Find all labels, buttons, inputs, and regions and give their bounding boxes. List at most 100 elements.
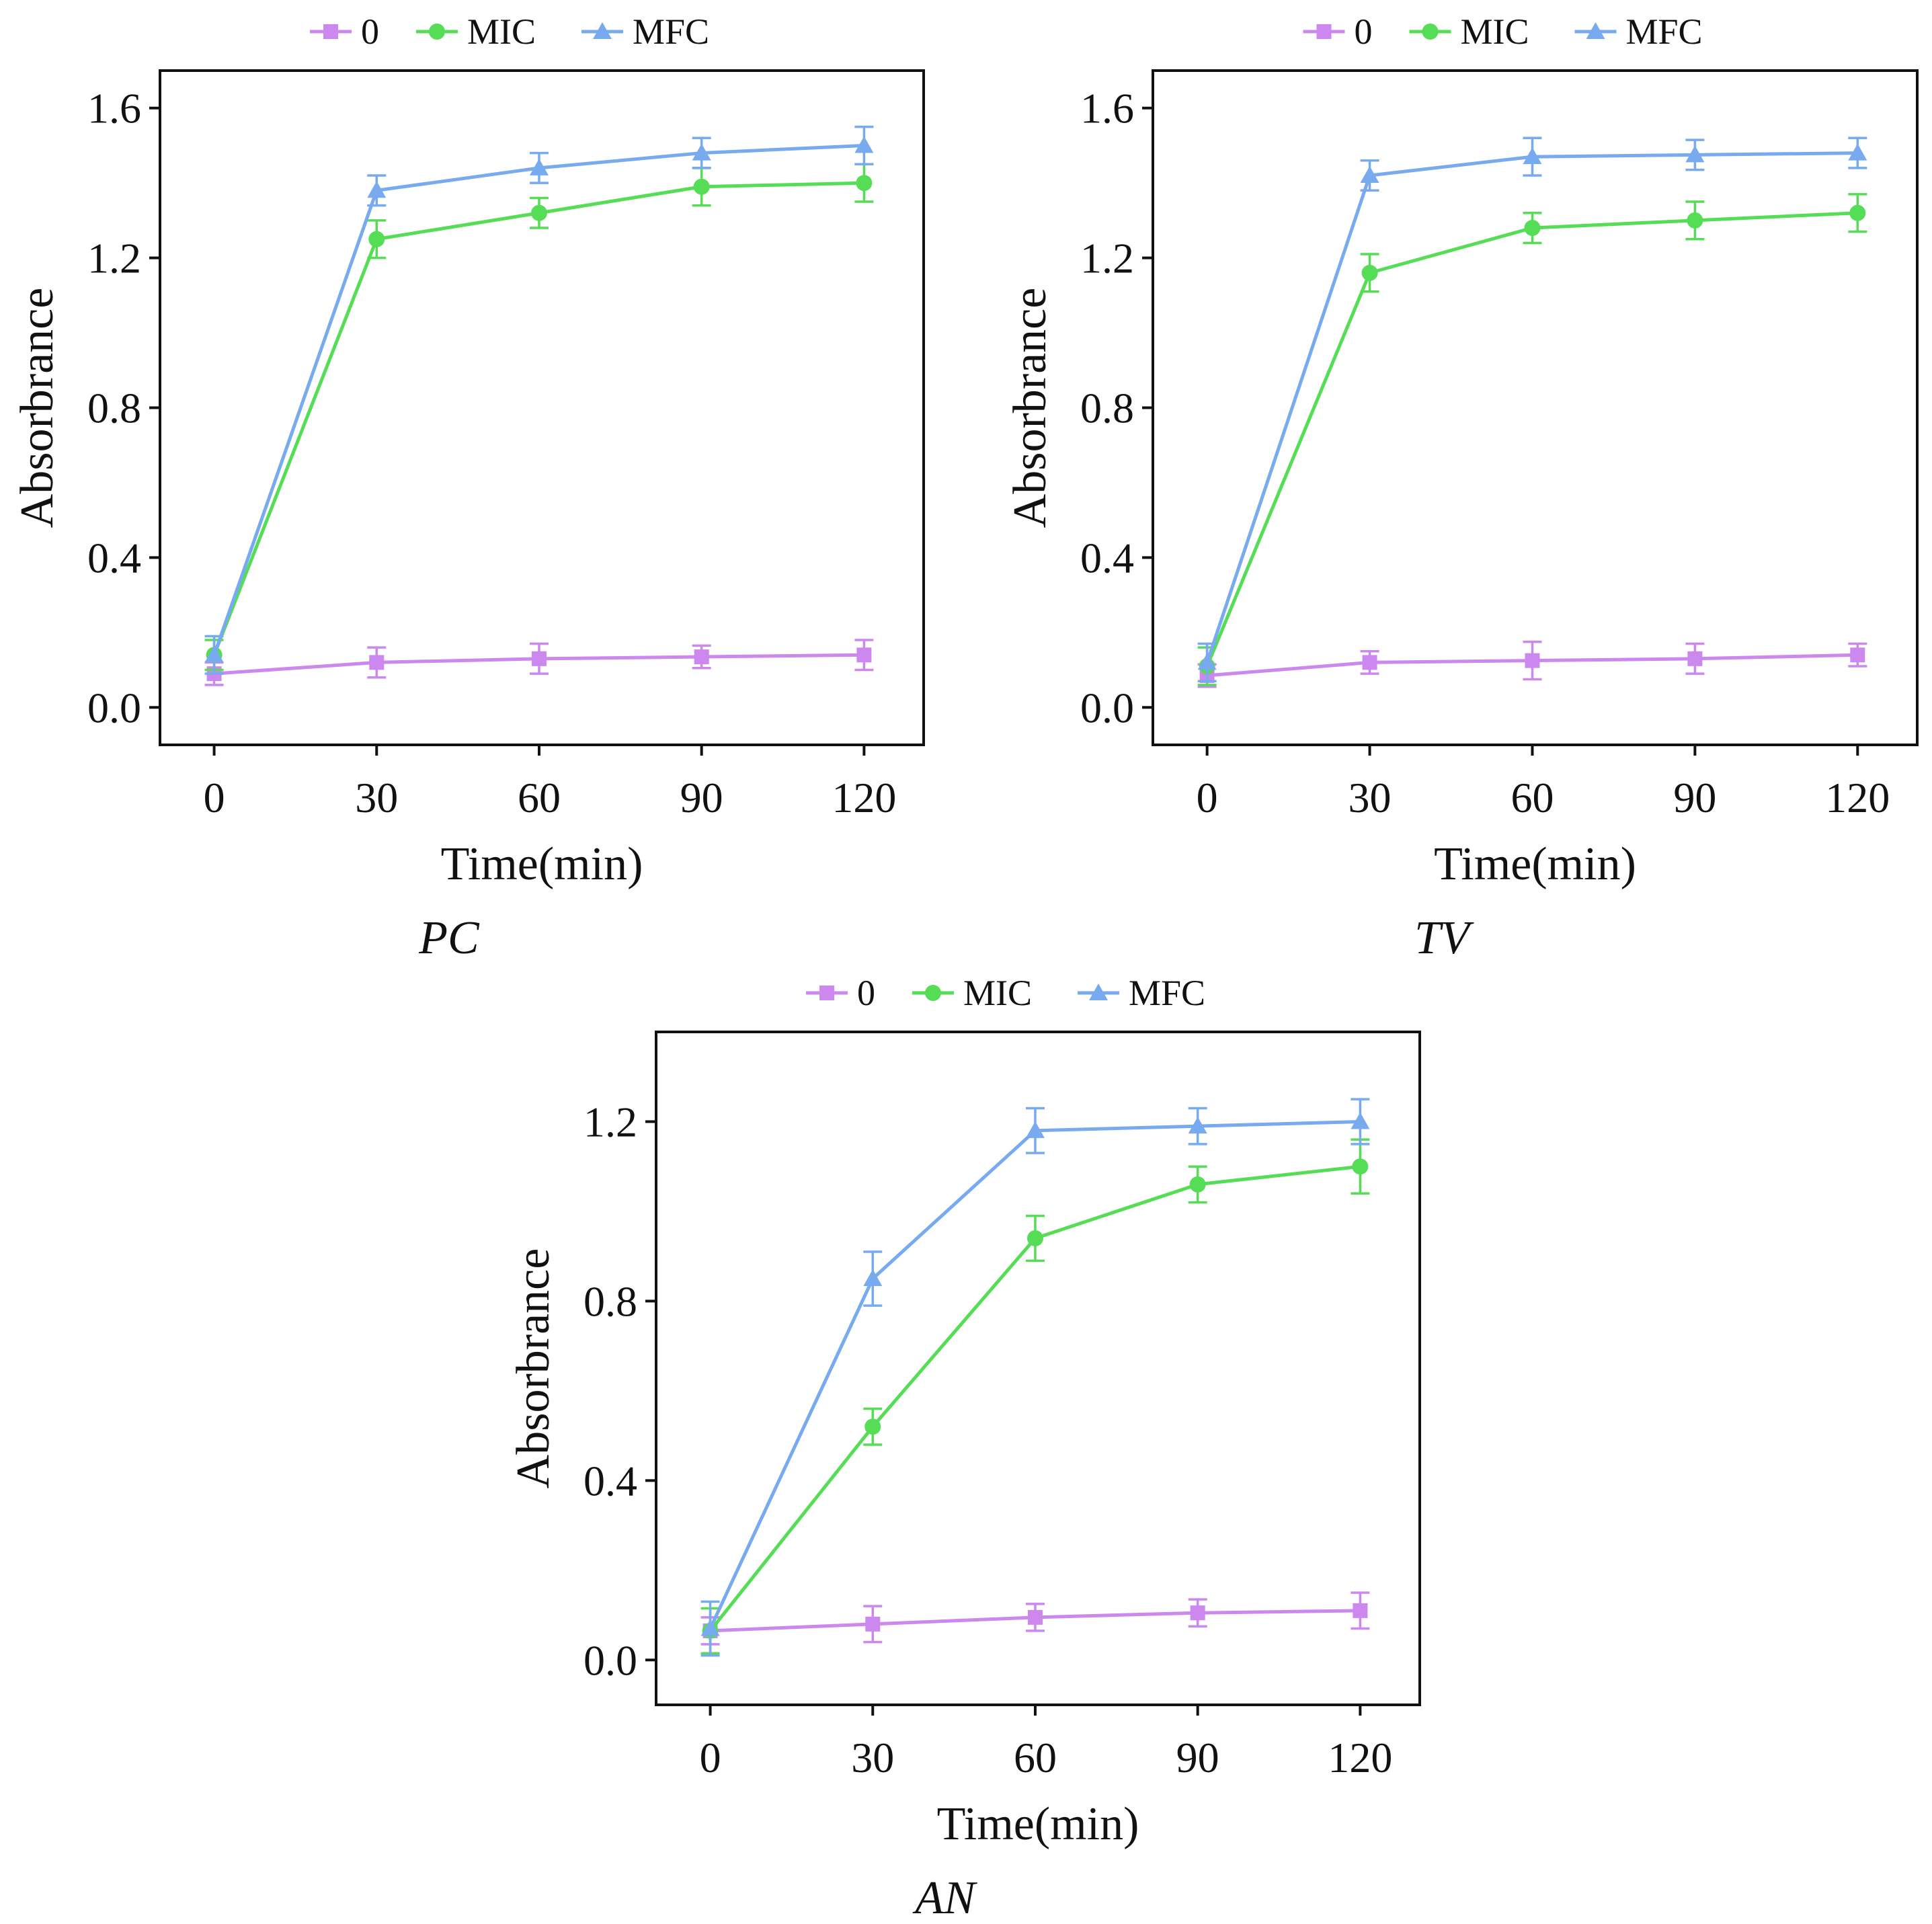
pc-x-tick-label: 30 (355, 774, 398, 821)
an-series-0 (700, 1591, 1370, 1646)
pc-point-mic (856, 175, 873, 192)
pc-point-mic (530, 204, 547, 221)
tv-point-0 (1850, 647, 1865, 663)
tv-series-mfc (1197, 136, 1867, 683)
pc-point-mic (693, 178, 710, 195)
an-y-tick-label: 0.8 (583, 1277, 637, 1325)
pc-legend-label-mic: MIC (467, 11, 536, 52)
an-point-0 (1190, 1605, 1205, 1621)
an-legend: 0 MIC MFC (806, 973, 1205, 1013)
tv-point-mfc (1523, 147, 1542, 165)
tv-point-0 (1362, 655, 1377, 670)
an-y-tick-label: 0.0 (583, 1636, 637, 1684)
an-y-axis-title: Absorbrance (508, 1248, 559, 1489)
an-point-mfc (1025, 1121, 1045, 1138)
pc-point-mic (368, 231, 385, 247)
tv-panel-label: TV (1414, 912, 1474, 964)
an-point-mic (864, 1418, 881, 1435)
an-point-mic (1027, 1230, 1043, 1246)
pc-x-tick-label: 90 (680, 774, 723, 821)
pc-legend-marker-mfc (593, 22, 612, 39)
tv-point-mic (1687, 212, 1703, 229)
tv-point-mfc (1848, 143, 1867, 161)
an-point-mfc (700, 1619, 720, 1636)
panel-pc: 0.0 0.4 0.8 1.2 1.6 0 30 60 90 120 Time(min) Absorb… (11, 11, 925, 964)
pc-point-mfc (854, 136, 874, 153)
panel-tv: 0.0 0.4 0.8 1.2 1.6 0 30 60 90 120 Time(min) Absorb… (1004, 11, 1919, 964)
pc-y-tick-label: 1.6 (87, 85, 141, 132)
tv-y-tick-label: 0.8 (1080, 385, 1134, 432)
tv-legend-label-mic: MIC (1461, 11, 1529, 52)
pc-legend: 0 MIC MFC (310, 11, 709, 52)
tv-x-tick-label: 0 (1197, 774, 1218, 821)
tv-x-tick-label: 90 (1673, 774, 1716, 821)
an-x-tick-label: 90 (1176, 1734, 1219, 1781)
an-x-tick-label: 30 (851, 1734, 894, 1781)
an-point-mfc (1351, 1112, 1370, 1129)
pc-point-mfc (529, 158, 549, 175)
pc-y-tick-label: 0.4 (87, 534, 141, 582)
tv-point-mfc (1360, 166, 1379, 184)
an-point-mic (1189, 1176, 1206, 1193)
tv-point-0 (1525, 653, 1540, 668)
an-legend-label-mfc: MFC (1129, 973, 1205, 1013)
tv-legend-marker-mfc (1586, 22, 1605, 39)
pc-point-mfc (367, 181, 387, 198)
tv-y-tick-label: 1.2 (1080, 235, 1134, 282)
an-point-0 (865, 1616, 881, 1632)
an-legend-marker-mic (925, 985, 941, 1001)
pc-y-tick-label: 0.0 (87, 684, 141, 731)
an-legend-marker-0 (819, 986, 834, 1000)
tv-point-0 (1687, 651, 1703, 666)
tv-x-tick-label: 120 (1825, 774, 1890, 821)
an-point-mfc (1188, 1117, 1207, 1134)
pc-x-tick-label: 120 (832, 774, 896, 821)
an-legend-marker-mfc (1089, 984, 1108, 1000)
tv-point-mic (1524, 220, 1541, 237)
pc-point-0 (856, 647, 872, 663)
pc-legend-label-mfc: MFC (633, 11, 709, 52)
pc-y-tick-label: 0.8 (87, 385, 141, 432)
pc-x-tick-label: 60 (518, 774, 561, 821)
pc-x-tick-label: 0 (204, 774, 225, 821)
pc-legend-marker-mic (429, 24, 445, 40)
an-x-tick-label: 120 (1328, 1734, 1392, 1781)
pc-x-axis-title: Time(min) (441, 838, 643, 890)
an-x-tick-label: 60 (1014, 1734, 1057, 1781)
an-panel-label: AN (912, 1872, 977, 1924)
tv-legend-marker-mic (1422, 24, 1439, 40)
an-point-0 (1027, 1609, 1043, 1625)
tv-legend: 0 MIC MFC (1303, 11, 1703, 52)
tv-y-axis-title: Absorbrance (1004, 288, 1056, 528)
tv-legend-label-mfc: MFC (1626, 11, 1703, 52)
an-y-tick-label: 1.2 (583, 1098, 637, 1146)
tv-point-mic (1849, 204, 1866, 221)
tv-legend-label-0: 0 (1355, 11, 1373, 52)
tv-x-tick-label: 30 (1349, 774, 1392, 821)
tv-y-tick-label: 1.6 (1080, 85, 1134, 132)
an-plot-frame (655, 1031, 1421, 1706)
tv-point-mfc (1685, 145, 1705, 163)
an-point-mic (1352, 1158, 1369, 1175)
an-legend-label-0: 0 (857, 973, 875, 1013)
pc-point-0 (531, 651, 547, 666)
panels: 0.0 0.4 0.8 1.2 1.6 0 30 60 90 120 Time(min) Absorb… (11, 11, 1919, 1924)
tv-x-tick-label: 60 (1511, 774, 1554, 821)
pc-legend-label-0: 0 (361, 11, 379, 52)
pc-point-0 (369, 655, 385, 670)
an-series-mfc (700, 1098, 1370, 1657)
pc-legend-marker-0 (323, 24, 338, 39)
tv-y-tick-label: 0.0 (1080, 684, 1134, 731)
an-x-tick-label: 0 (700, 1734, 721, 1781)
an-point-0 (1353, 1603, 1368, 1618)
pc-point-mfc (204, 645, 224, 663)
panel-an: 0.0 0.4 0.8 1.2 0 30 60 90 120 Time(min) Absorbran… (508, 973, 1421, 1924)
tv-y-tick-label: 0.4 (1080, 534, 1134, 582)
pc-y-axis-title: Absorbrance (11, 288, 63, 528)
pc-series-mic (204, 163, 874, 672)
pc-series-0 (204, 639, 874, 686)
an-legend-label-mic: MIC (963, 973, 1032, 1013)
tv-point-mfc (1197, 653, 1217, 670)
